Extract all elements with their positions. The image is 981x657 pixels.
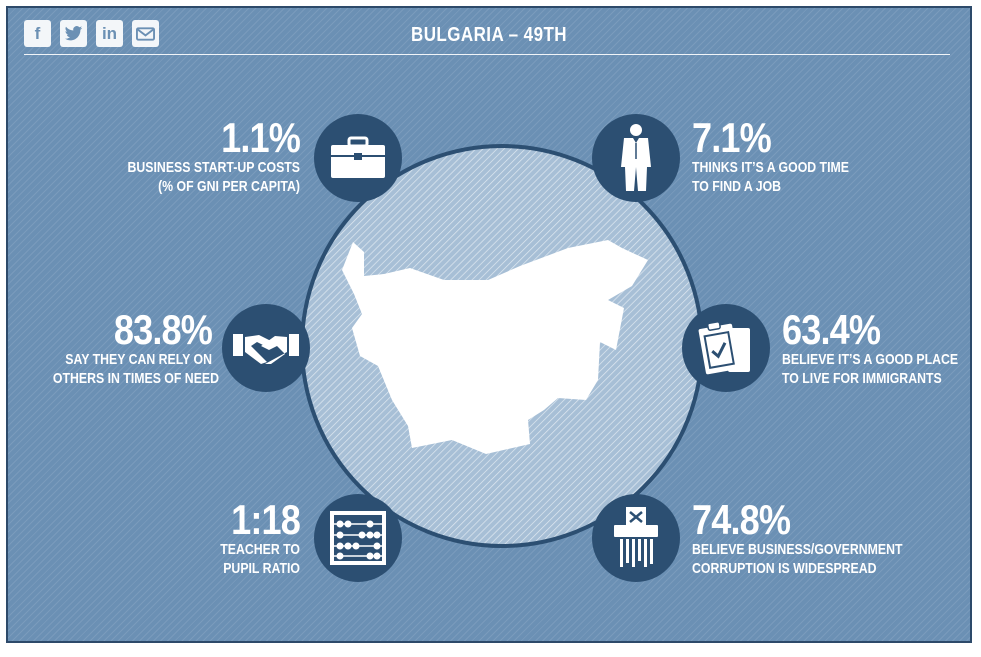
briefcase-icon — [331, 136, 385, 178]
stat-value: 83.8% — [113, 306, 213, 353]
linkedin-share-button[interactable]: in — [96, 20, 123, 47]
map-graphic — [300, 144, 704, 548]
facebook-icon: f — [34, 24, 41, 43]
stat-rely-on-others: 83.8% SAY THEY CAN RELY ON OTHERS IN TIM… — [18, 306, 219, 388]
stat-label-line1: TEACHER TO — [220, 541, 300, 558]
stat-label-line1: BELIEVE BUSINESS/GOVERNMENT — [692, 541, 903, 558]
briefcase-icon-circle — [314, 114, 402, 202]
stat-corruption: 74.8% BELIEVE BUSINESS/GOVERNMENT CORRUP… — [692, 496, 962, 578]
infographic-frame: f in BULGARIA – 49TH 1.1% — [6, 6, 972, 643]
stat-teacher-pupil-ratio: 1:18 TEACHER TO PUPIL RATIO — [102, 496, 301, 578]
abacus-icon — [330, 511, 386, 565]
email-share-button[interactable] — [132, 20, 159, 47]
clipboard-icon-circle — [682, 304, 770, 392]
stat-label-line1: BUSINESS START-UP COSTS — [127, 159, 300, 176]
stat-label-line2: TO LIVE FOR IMMIGRANTS — [782, 370, 942, 387]
clipboard-icon — [698, 321, 750, 375]
stat-value: 7.1% — [692, 114, 772, 161]
stat-label-line2: (% OF GNI PER CAPITA) — [158, 178, 300, 195]
title-divider — [24, 54, 950, 55]
stat-find-job: 7.1% THINKS IT’S A GOOD TIME TO FIND A J… — [692, 114, 952, 196]
stat-label-line2: CORRUPTION IS WIDESPREAD — [692, 560, 877, 577]
businessman-icon — [621, 124, 651, 191]
stat-value: 1.1% — [221, 114, 301, 161]
stat-label-line1: THINKS IT’S A GOOD TIME — [692, 159, 849, 176]
email-icon — [136, 26, 155, 41]
bulgaria-map — [342, 240, 648, 454]
stat-label-line2: TO FIND A JOB — [692, 178, 782, 195]
abacus-icon-circle — [314, 494, 402, 582]
stat-label-line1: BELIEVE IT’S A GOOD PLACE — [782, 351, 959, 368]
stat-value: 1:18 — [231, 496, 301, 543]
share-bar: f in — [24, 20, 159, 47]
handshake-icon-circle — [222, 304, 310, 392]
twitter-share-button[interactable] — [60, 20, 87, 47]
shredder-icon-circle — [592, 494, 680, 582]
stat-label-line1: SAY THEY CAN RELY ON — [65, 351, 212, 368]
stat-startup-costs: 1.1% BUSINESS START-UP COSTS (% OF GNI P… — [48, 114, 301, 196]
stat-value: 74.8% — [692, 496, 791, 543]
twitter-icon — [64, 25, 83, 40]
businessman-icon-circle — [592, 114, 680, 202]
handshake-icon — [233, 334, 299, 364]
shredder-icon — [614, 507, 658, 567]
stat-label-line2: PUPIL RATIO — [223, 560, 300, 577]
stat-immigrants: 63.4% BELIEVE IT’S A GOOD PLACE TO LIVE … — [782, 306, 970, 388]
page-title: BULGARIA – 49TH — [411, 24, 567, 46]
stat-label-line2: OTHERS IN TIMES OF NEED — [52, 370, 219, 387]
linkedin-icon: in — [101, 24, 118, 43]
facebook-share-button[interactable]: f — [24, 20, 51, 47]
stat-value: 63.4% — [782, 306, 881, 353]
